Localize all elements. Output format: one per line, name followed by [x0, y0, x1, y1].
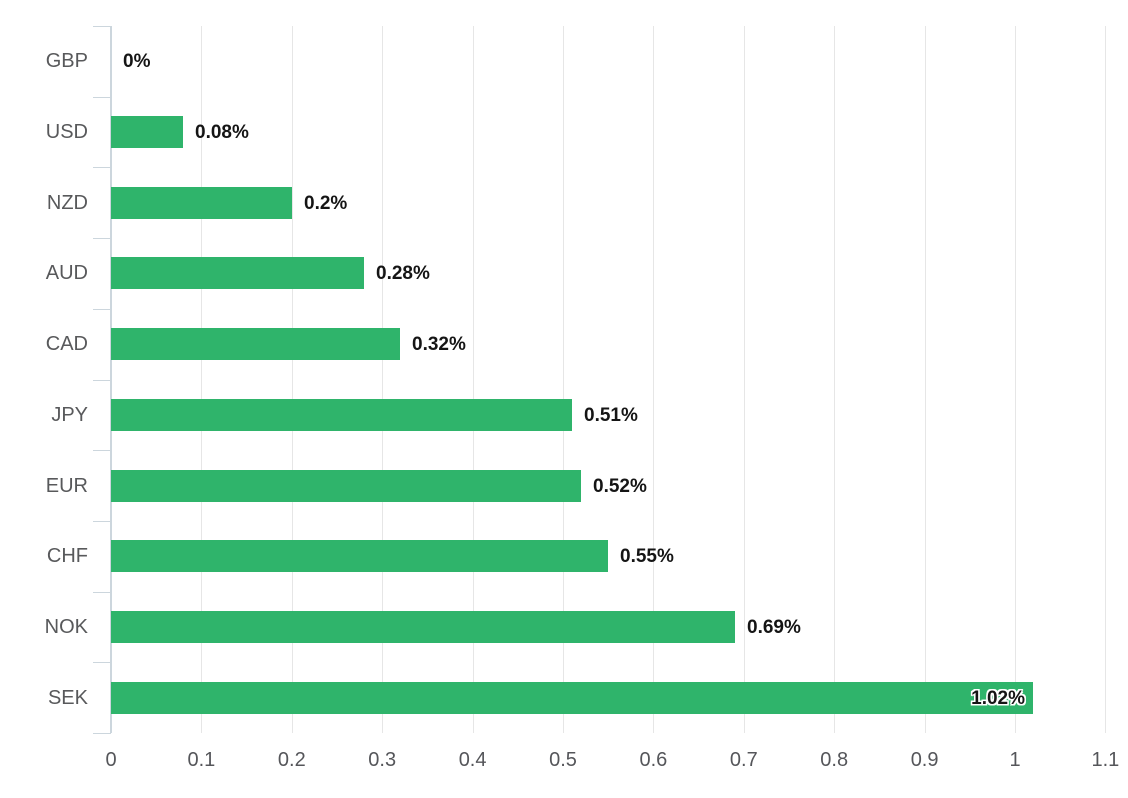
bar[interactable]	[111, 540, 608, 572]
y-axis-tick	[93, 26, 111, 27]
y-axis-tick	[93, 733, 111, 734]
x-tick-label: 0.9	[910, 749, 939, 771]
bar[interactable]	[111, 328, 400, 360]
value-label: 0.69%	[747, 617, 801, 638]
x-tick-label: 1	[1009, 749, 1021, 771]
x-tick-label: 0.6	[639, 749, 668, 771]
y-axis-tick	[93, 238, 111, 239]
value-label: 0.08%	[195, 122, 249, 143]
y-axis-tick	[93, 592, 111, 593]
y-axis-tick	[93, 521, 111, 522]
value-label: 0.52%	[593, 476, 647, 497]
gridline	[653, 26, 655, 733]
value-label: 1.02%	[971, 688, 1025, 709]
category-label: EUR	[45, 475, 88, 497]
bar[interactable]	[111, 682, 1033, 714]
gridline	[743, 26, 745, 733]
value-label: 0%	[123, 51, 151, 72]
x-tick-label: 0.4	[458, 749, 487, 771]
x-tick-label: 0.1	[187, 749, 216, 771]
x-tick-label: 0.2	[277, 749, 306, 771]
y-axis-tick	[93, 450, 111, 451]
gridline	[1015, 26, 1016, 733]
category-label: NZD	[46, 192, 88, 214]
category-label: CAD	[45, 333, 88, 355]
bar[interactable]	[111, 257, 364, 289]
value-label: 0.28%	[376, 263, 430, 284]
category-label: CHF	[46, 545, 88, 567]
y-axis-line	[110, 26, 112, 733]
x-tick-label: 0	[105, 749, 117, 771]
gridline	[1105, 26, 1107, 733]
value-label: 0.32%	[412, 334, 466, 355]
y-axis-tick	[93, 97, 111, 98]
y-axis-tick	[93, 309, 111, 310]
category-label: SEK	[47, 687, 88, 709]
x-tick-label: 1.1	[1091, 749, 1120, 771]
x-tick-label: 0.7	[729, 749, 758, 771]
category-label: AUD	[45, 262, 88, 284]
category-label: GBP	[45, 50, 88, 72]
gridline	[201, 26, 203, 733]
gridline	[382, 26, 384, 733]
gridline	[834, 26, 836, 733]
category-label: NOK	[44, 616, 88, 638]
y-axis-tick	[93, 167, 111, 168]
gridline	[291, 26, 293, 733]
bar[interactable]	[111, 399, 572, 431]
x-tick-label: 0.8	[820, 749, 849, 771]
bar[interactable]	[111, 611, 735, 643]
x-tick-label: 0.3	[368, 749, 397, 771]
y-axis-tick	[93, 662, 111, 663]
gridline	[472, 26, 474, 733]
x-tick-label: 0.5	[549, 749, 577, 771]
bar[interactable]	[111, 187, 292, 219]
gridline	[563, 26, 564, 733]
category-label: JPY	[51, 404, 88, 426]
value-label: 0.55%	[620, 546, 674, 567]
y-axis-tick	[93, 380, 111, 381]
value-label: 0.51%	[584, 405, 638, 426]
gridline	[924, 26, 926, 733]
bar[interactable]	[111, 470, 581, 502]
category-label: USD	[45, 121, 88, 143]
bar[interactable]	[111, 116, 183, 148]
value-label: 0.2%	[304, 193, 348, 214]
